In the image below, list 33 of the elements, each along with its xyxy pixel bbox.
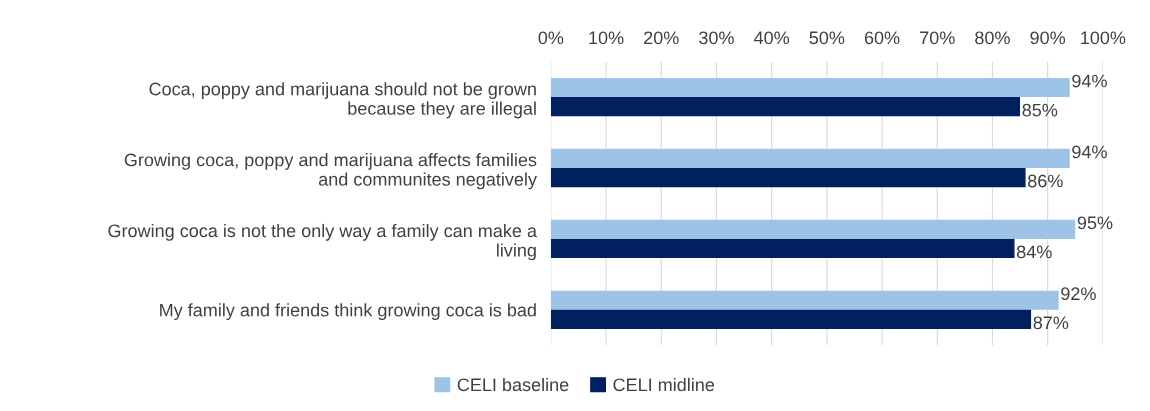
bar: [550, 309, 1032, 329]
x-tick-label: 60%: [864, 31, 900, 45]
data-label: 95%: [1077, 216, 1113, 230]
legend-label: CELI midline: [613, 377, 715, 392]
data-label: 84%: [1016, 245, 1052, 259]
x-tick-label: 20%: [644, 31, 679, 45]
y-tick-label: My family and friends think growing coca is bad: [160, 303, 536, 321]
bar: [550, 219, 1076, 239]
x-tick-label: 100%: [1081, 31, 1126, 45]
bar: [550, 77, 1070, 98]
x-tick-label: 70%: [920, 31, 955, 45]
x-tick-label: 50%: [809, 31, 845, 45]
bar: [550, 238, 1015, 259]
data-label: 87%: [1033, 316, 1069, 330]
x-tick-label: 30%: [699, 31, 734, 45]
data-label: 94%: [1072, 145, 1107, 159]
x-tick-label: 0%: [538, 31, 564, 45]
x-tick-label: 10%: [589, 31, 624, 45]
x-tick-label: 90%: [1030, 31, 1066, 45]
data-label: 86%: [1028, 174, 1063, 188]
data-label: 85%: [1022, 103, 1058, 117]
x-tick-label: 80%: [975, 31, 1010, 45]
bar: [550, 290, 1059, 310]
legend-label: CELI baseline: [457, 377, 569, 392]
bar: [550, 148, 1070, 168]
y-tick-label: Coca, poppy and marijuana should not be grown because they are illegal: [149, 82, 536, 119]
data-label: 94%: [1072, 74, 1107, 88]
x-tick-label: 40%: [754, 31, 790, 45]
bar: [550, 97, 1021, 117]
y-tick-label: Growing coca is not the only way a family can make a living: [108, 223, 537, 261]
data-label: 92%: [1061, 287, 1096, 301]
bar: [550, 168, 1026, 188]
y-tick-label: Growing coca, poppy and marijuana affects families and communites negatively: [124, 153, 537, 190]
